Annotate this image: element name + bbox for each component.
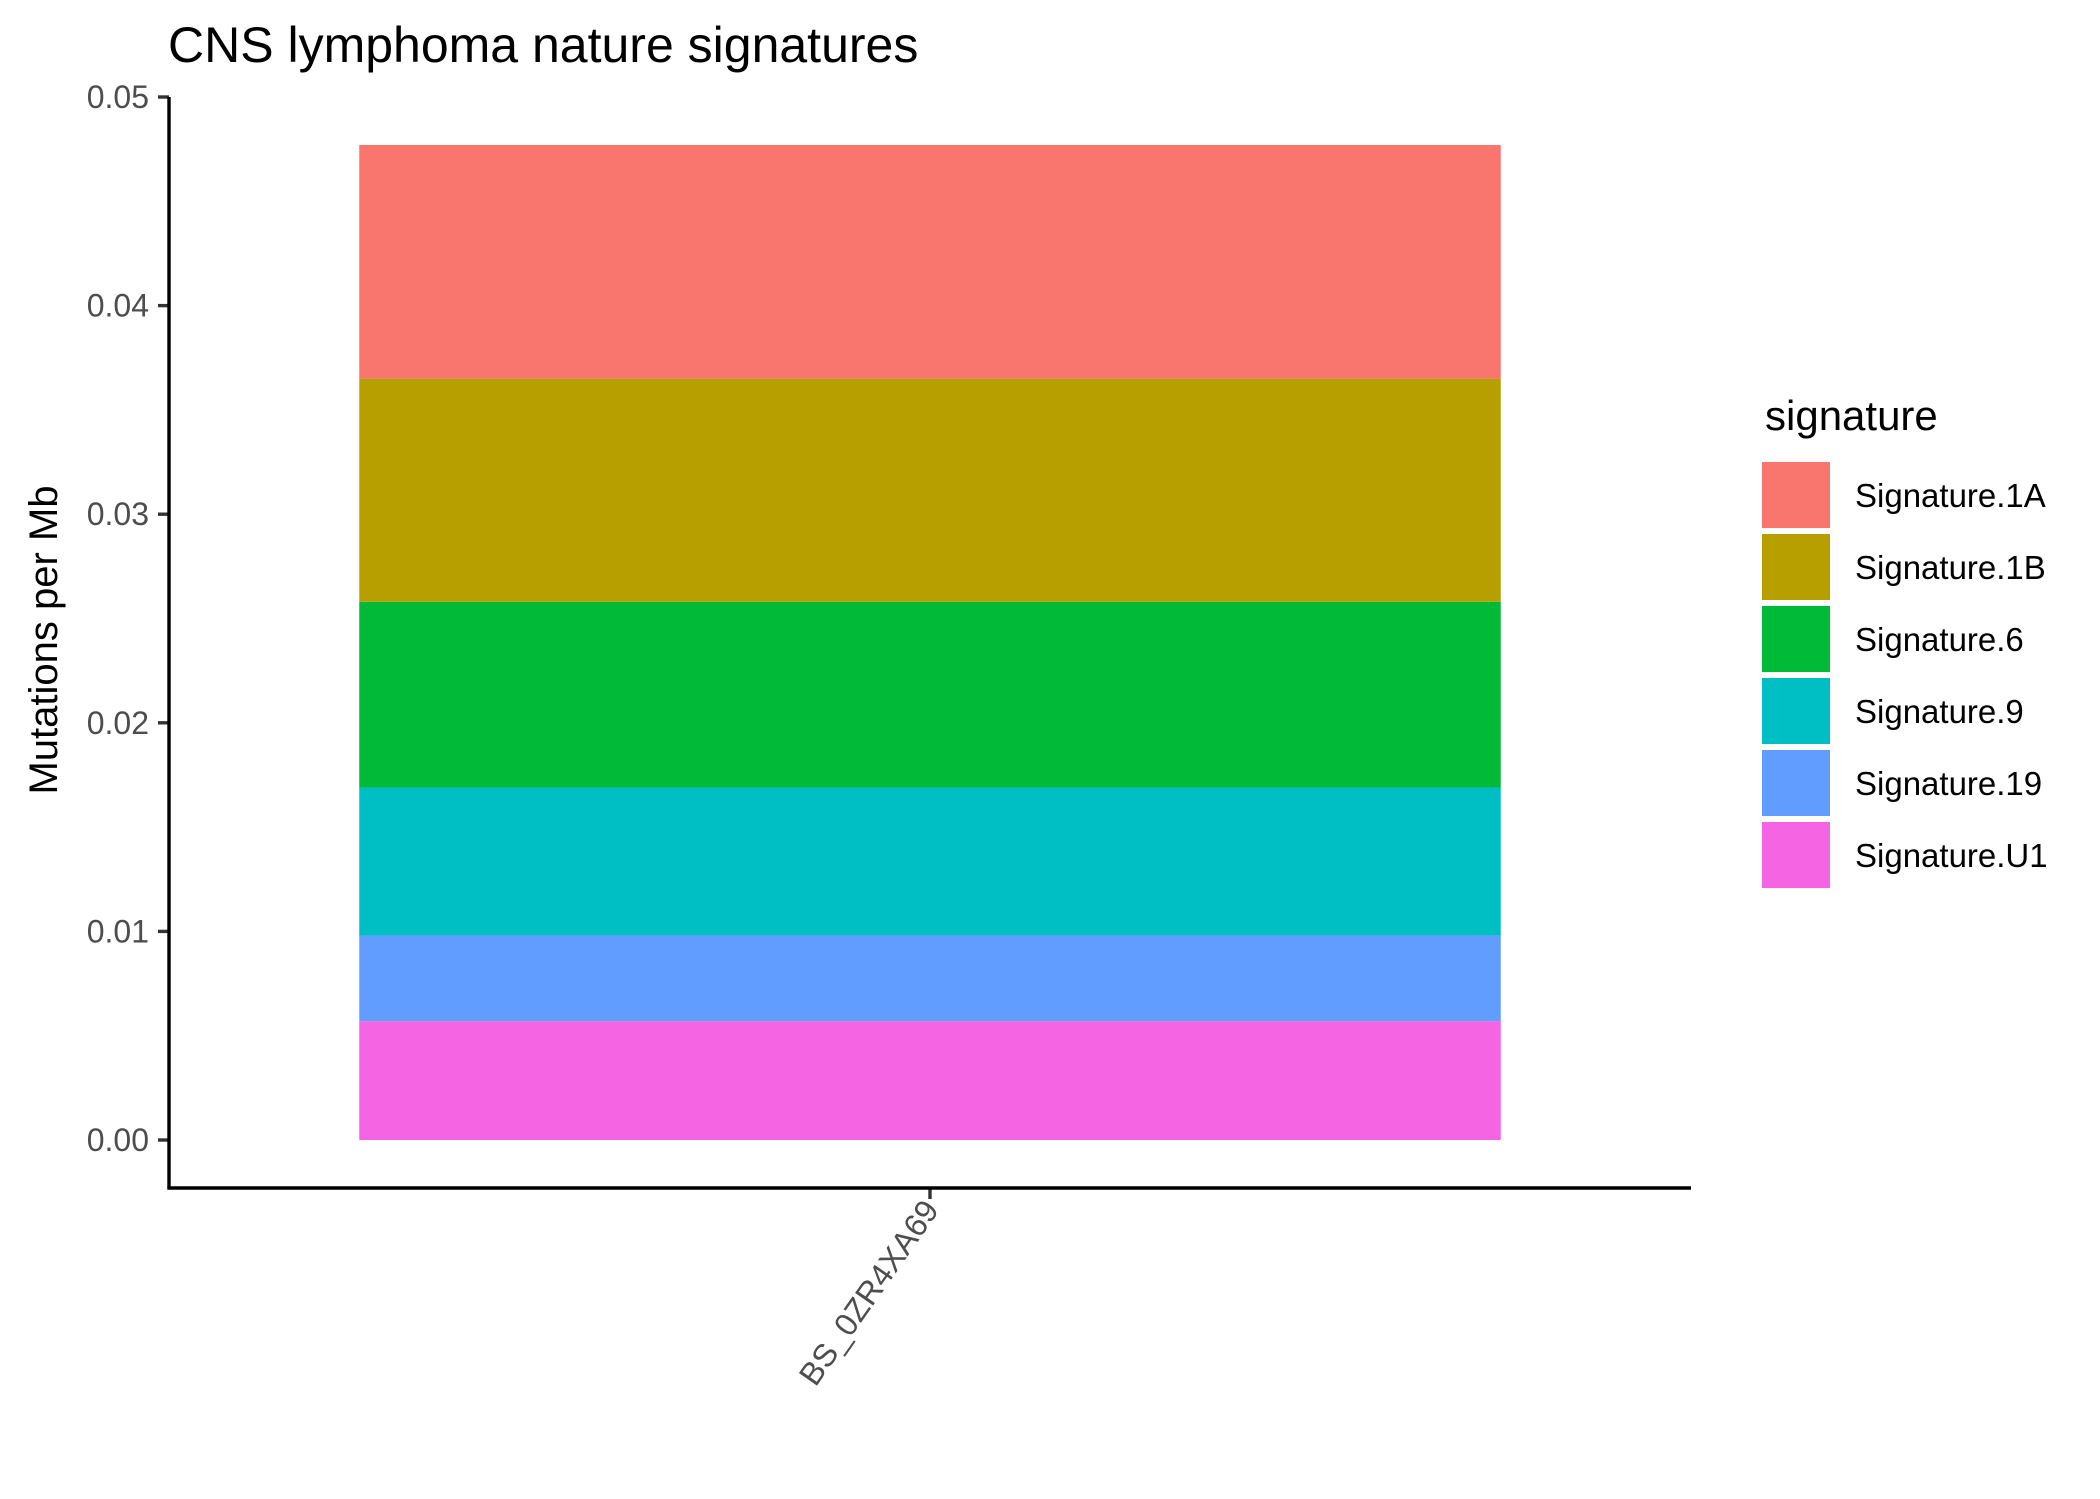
y-tick-label: 0.02 (87, 705, 149, 741)
bar-stack (359, 144, 1501, 1141)
x-axis-ticks: BS_0ZR4XA69 (792, 1188, 946, 1392)
x-tick-label: BS_0ZR4XA69 (792, 1193, 946, 1391)
legend-key-signature-u1 (1762, 822, 1830, 888)
legend-key-signature-1a (1762, 462, 1830, 528)
bar-segment-signature-19 (359, 935, 1501, 1022)
y-tick-label: 0.01 (87, 913, 149, 949)
chart-title: CNS lymphoma nature signatures (168, 17, 918, 73)
y-axis-label: Mutations per Mb (22, 485, 66, 794)
legend-label: Signature.1B (1855, 549, 2046, 586)
bar-segment-signature-1a (359, 144, 1501, 379)
legend: Signature.1A Signature.1B Signature.6 Signa… (1762, 462, 2048, 888)
legend-label: Signature.6 (1855, 621, 2024, 658)
bar-segment-signature-6 (359, 601, 1501, 788)
legend-label: Signature.1A (1855, 477, 2046, 514)
y-tick-label: 0.05 (87, 79, 149, 115)
y-tick-label: 0.04 (87, 288, 149, 324)
legend-label: Signature.19 (1855, 765, 2042, 802)
legend-key-signature-9 (1762, 678, 1830, 744)
legend-title: signature (1765, 392, 1938, 439)
bar-segment-signature-9 (359, 787, 1501, 936)
bar-segment-signature-1b (359, 378, 1501, 602)
y-tick-label: 0.00 (87, 1122, 149, 1158)
legend-label: Signature.9 (1855, 693, 2024, 730)
bar-segment-signature-u1 (359, 1021, 1501, 1141)
legend-key-signature-6 (1762, 606, 1830, 672)
y-axis-ticks: 0.00 0.01 0.02 0.03 0.04 0.05 (87, 79, 169, 1158)
legend-key-signature-19 (1762, 750, 1830, 816)
legend-key-signature-1b (1762, 534, 1830, 600)
legend-label: Signature.U1 (1855, 837, 2048, 874)
y-tick-label: 0.03 (87, 496, 149, 532)
